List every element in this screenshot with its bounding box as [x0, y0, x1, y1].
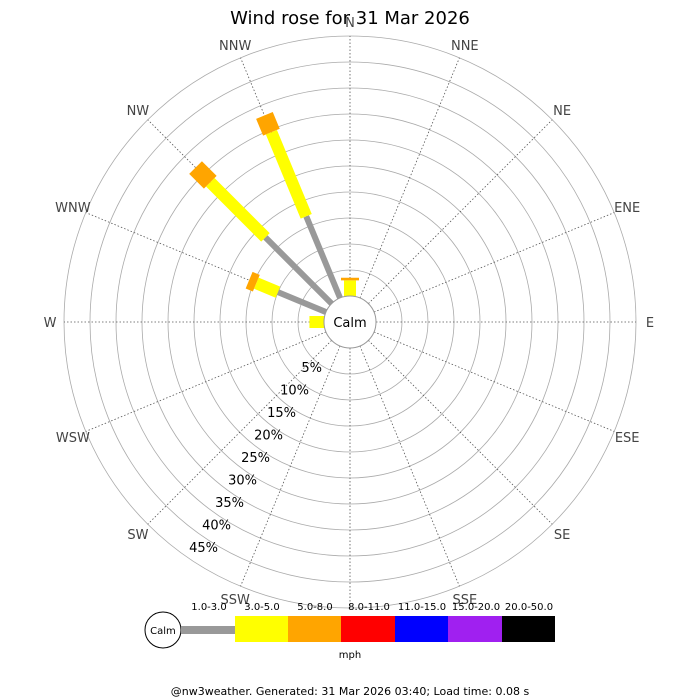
direction-label-nnw: NNW: [219, 39, 251, 54]
direction-label-n: N: [345, 16, 355, 31]
bar-nw-bin2: [206, 178, 270, 242]
footer-text: @nw3weather. Generated: 31 Mar 2026 03:4…: [171, 685, 530, 698]
legend-bin-label: 3.0-5.0: [244, 602, 279, 613]
direction-label-ne: NE: [553, 104, 571, 119]
direction-label-nne: NNE: [451, 39, 479, 54]
legend-swatch: [181, 626, 235, 634]
legend-swatch: [395, 616, 448, 642]
spoke-wsw: [85, 331, 327, 432]
calm-center-label: Calm: [333, 316, 366, 331]
radial-tick-labels: 5% 10% 15% 20% 25% 30% 35% 40% 45%: [189, 361, 322, 556]
radial-tick-label: 5%: [301, 361, 322, 376]
legend-bin-label: 5.0-8.0: [297, 602, 332, 613]
legend-calm-label: Calm: [150, 626, 176, 637]
spoke-ene: [373, 212, 615, 313]
direction-label-nw: NW: [127, 104, 150, 119]
grid-ring: [219, 191, 481, 453]
direction-label-wnw: WNW: [55, 201, 91, 216]
grid-ring: [89, 61, 611, 583]
spoke-sse: [359, 345, 460, 587]
radial-tick-label: 40%: [202, 519, 231, 534]
bar-wnw-bin1: [276, 289, 328, 315]
bar-nnw-bin3: [256, 111, 280, 136]
legend-swatch: [288, 616, 341, 642]
spoke-ssw: [240, 345, 341, 587]
calm-center: Calm: [323, 295, 377, 349]
legend-swatch: [502, 616, 555, 642]
bar-nnw-bin2: [265, 129, 312, 219]
legend-unit-label: mph: [339, 650, 361, 661]
legend-swatch: [448, 616, 502, 642]
spoke-ese: [373, 331, 615, 432]
spoke-nne: [359, 57, 460, 299]
wind-bars: [189, 111, 359, 328]
spoke-se: [368, 340, 553, 525]
direction-label-se: SE: [554, 528, 570, 543]
bar-wnw-bin3: [245, 271, 260, 292]
chart-title: Wind rose for 31 Mar 2026: [230, 8, 470, 29]
direction-label-wsw: WSW: [56, 431, 90, 446]
legend-bin-label: 11.0-15.0: [398, 602, 446, 613]
direction-label-ssw: SSW: [221, 593, 251, 608]
legend-swatch: [235, 616, 288, 642]
grid-ring: [167, 139, 533, 505]
legend-bin-label: 8.0-11.0: [348, 602, 390, 613]
direction-label-w: W: [44, 316, 57, 331]
radial-tick-label: 10%: [280, 384, 309, 399]
radial-tick-label: 35%: [215, 496, 244, 511]
direction-labels: NNNENEENEEESESESSESSSWSWWSWWWNWNWNNW: [44, 16, 655, 631]
legend-bin-label: 20.0-50.0: [505, 602, 553, 613]
direction-label-e: E: [646, 316, 654, 331]
calm-circle: [323, 295, 377, 349]
spoke-sw: [147, 340, 332, 525]
radial-tick-label: 30%: [228, 474, 257, 489]
grid-ring: [271, 243, 429, 401]
bar-nnw-bin1: [303, 215, 343, 300]
direction-label-sw: SW: [127, 528, 148, 543]
direction-label-ese: ESE: [615, 431, 640, 446]
spoke-ne: [368, 119, 553, 304]
radial-tick-label: 45%: [189, 541, 218, 556]
radial-tick-label: 25%: [241, 451, 270, 466]
bar-wnw-bin2: [254, 277, 281, 298]
bar-nw-bin3: [189, 161, 217, 189]
radial-tick-label: 20%: [254, 429, 283, 444]
radial-tick-label: 15%: [267, 406, 296, 421]
legend-bin-label: 15.0-20.0: [452, 602, 500, 613]
direction-label-ene: ENE: [614, 201, 640, 216]
direction-label-sse: SSE: [452, 593, 477, 608]
legend-bin-label: 1.0-3.0: [191, 602, 226, 613]
bar-nw-bin1: [263, 235, 334, 306]
legend-swatch: [341, 616, 395, 642]
legend: Calm 1.0-3.0 3.0-5.0 5.0-8.0 8.0-11.0 11.0-15…: [144, 602, 555, 661]
